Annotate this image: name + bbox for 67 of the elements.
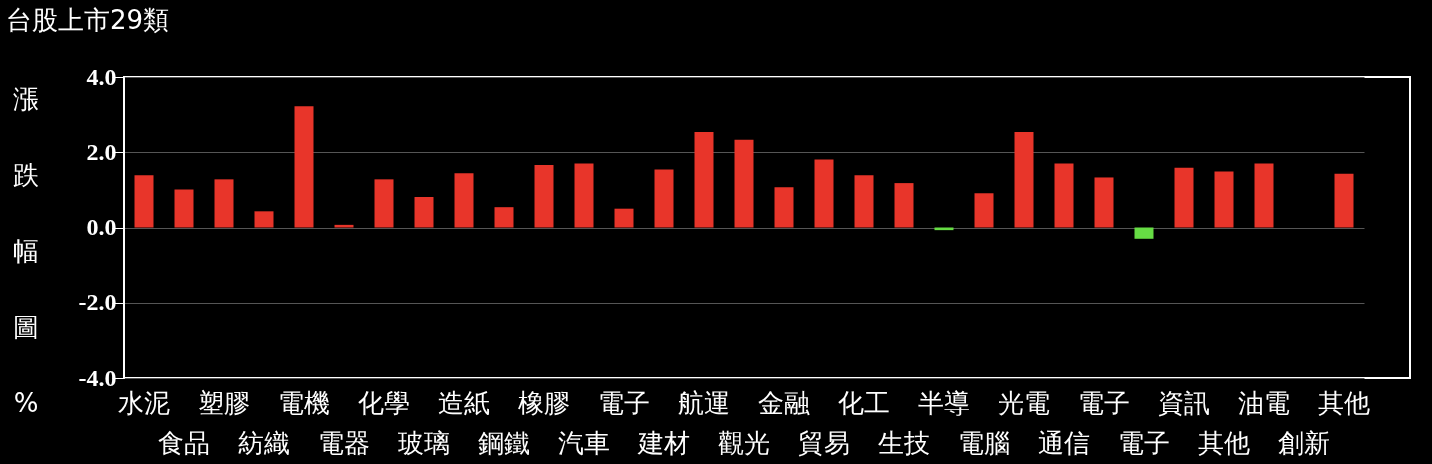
x-tick-label: 電子 bbox=[1118, 428, 1170, 458]
y-tick-label: -4.0 bbox=[78, 364, 117, 391]
y-tick-label: 2.0 bbox=[86, 138, 117, 165]
x-tick-label: 資訊 bbox=[1158, 388, 1210, 418]
bar bbox=[214, 179, 234, 228]
x-tick-label: 塑膠 bbox=[198, 388, 250, 418]
x-tick-label: 化學 bbox=[358, 388, 410, 418]
x-tick-label: 電腦 bbox=[958, 428, 1010, 458]
x-tick-label: 化工 bbox=[838, 388, 890, 418]
bar bbox=[454, 173, 474, 228]
bar bbox=[334, 224, 354, 228]
bar bbox=[1174, 167, 1194, 228]
x-tick-label: 食品 bbox=[158, 428, 210, 458]
x-tick-label: 水泥 bbox=[118, 388, 170, 418]
bar bbox=[254, 211, 274, 228]
bar bbox=[814, 159, 834, 228]
y-tick-label: 4.0 bbox=[86, 63, 117, 90]
bar bbox=[1334, 173, 1354, 228]
x-tick-label: 生技 bbox=[878, 428, 930, 458]
x-tick-label: 鋼鐵 bbox=[478, 428, 530, 458]
bar bbox=[1054, 163, 1074, 228]
bar bbox=[974, 193, 994, 228]
bar bbox=[1014, 131, 1034, 228]
x-tick-label: 創新 bbox=[1278, 428, 1330, 458]
x-tick-label: 紡織 bbox=[238, 428, 290, 458]
x-tick-label: 金融 bbox=[758, 388, 810, 418]
x-tick-label: 玻璃 bbox=[398, 428, 450, 458]
x-tick-label: 半導 bbox=[918, 388, 970, 418]
bar bbox=[694, 131, 714, 228]
bar bbox=[174, 189, 194, 228]
bar bbox=[374, 179, 394, 228]
x-tick-label: 其他 bbox=[1318, 388, 1370, 418]
x-tick-label: 油電 bbox=[1238, 388, 1290, 418]
bar bbox=[134, 175, 154, 228]
x-tick-label: 造紙 bbox=[438, 388, 490, 418]
bar bbox=[774, 187, 794, 228]
x-tick-label: 觀光 bbox=[718, 428, 770, 458]
x-tick-label: 電子 bbox=[1078, 388, 1130, 418]
x-tick-label: 其他 bbox=[1198, 428, 1250, 458]
bar bbox=[854, 175, 874, 228]
x-tick-label: 電機 bbox=[278, 388, 330, 418]
bar bbox=[734, 139, 754, 228]
bar bbox=[574, 163, 594, 228]
bar bbox=[414, 197, 434, 228]
bar bbox=[1134, 227, 1154, 239]
x-tick-label: 汽車 bbox=[558, 428, 610, 458]
bar bbox=[1214, 171, 1234, 228]
x-tick-label: 電器 bbox=[318, 428, 370, 458]
x-tick-label: 光電 bbox=[998, 388, 1050, 418]
bar bbox=[1094, 177, 1114, 228]
bar bbox=[534, 165, 554, 228]
y-tick-label: -2.0 bbox=[78, 289, 117, 316]
x-tick-label: 航運 bbox=[678, 388, 730, 418]
x-tick-label: 橡膠 bbox=[518, 388, 570, 418]
x-tick-label: 建材 bbox=[637, 428, 690, 458]
bar bbox=[494, 207, 514, 228]
x-tick-label: 電子 bbox=[598, 388, 650, 418]
x-tick-label: 通信 bbox=[1038, 428, 1090, 458]
bar bbox=[654, 169, 674, 228]
text: 漲跌幅圖% bbox=[13, 84, 39, 418]
y-tick-label: 0.0 bbox=[86, 214, 117, 240]
x-tick-label: 貿易 bbox=[798, 428, 850, 458]
bar bbox=[294, 106, 314, 228]
bar bbox=[614, 208, 634, 228]
chart-title: 台股上市29類 bbox=[6, 5, 170, 35]
bar bbox=[1254, 163, 1274, 228]
bar bbox=[894, 183, 914, 228]
